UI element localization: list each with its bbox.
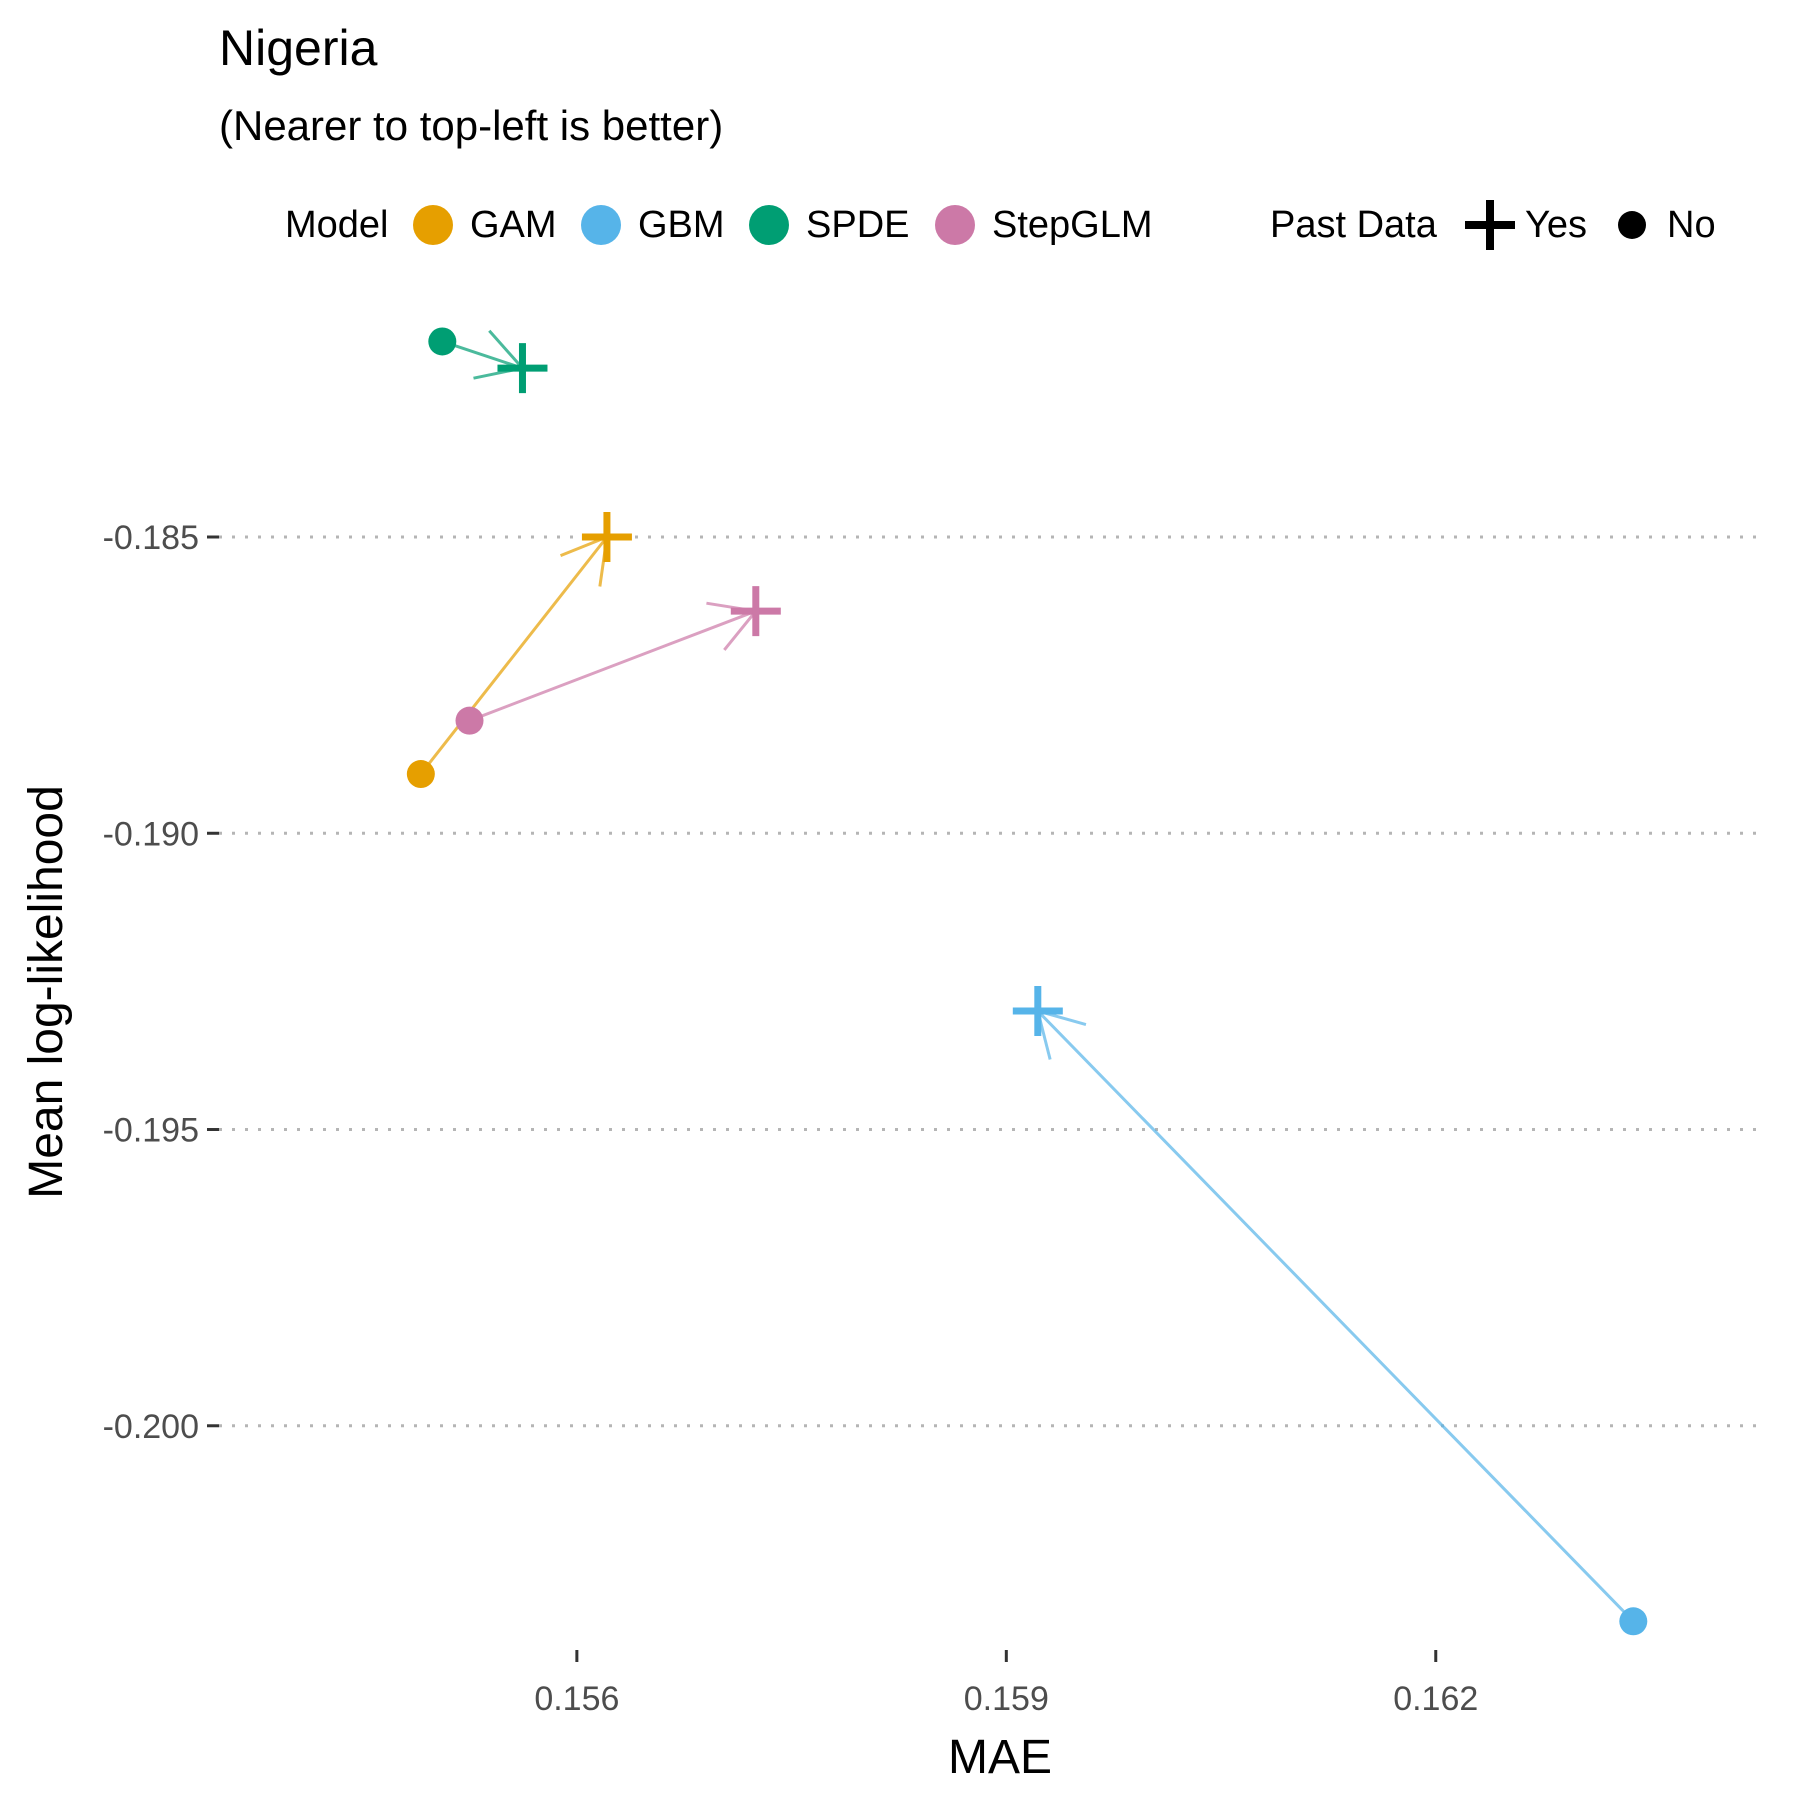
- legend-label-gbm: GBM: [638, 204, 725, 246]
- point-gbm-no-past-data: [1619, 1607, 1648, 1636]
- arrows: [419, 329, 1635, 1623]
- point-gam-past-data: [581, 512, 632, 563]
- legend-label-stepglm: StepGLM: [992, 204, 1153, 246]
- x-tick-label-0: 0.156: [534, 1680, 619, 1718]
- legend-swatch-no: [1618, 211, 1646, 239]
- legend-model-title: Model: [285, 204, 389, 246]
- arrow-stepglm: [468, 601, 757, 723]
- chart-subtitle: (Nearer to top-left is better): [219, 102, 723, 149]
- legend-swatch-gbm: [581, 205, 621, 245]
- legend-past-data-title: Past Data: [1270, 204, 1438, 246]
- gridlines: [219, 535, 1765, 1428]
- legend-swatch-spde: [749, 205, 789, 245]
- legend-label-spde: SPDE: [806, 204, 909, 246]
- points: [406, 327, 1648, 1636]
- point-gbm-past-data: [1012, 986, 1063, 1037]
- legend-label-yes: Yes: [1525, 204, 1587, 246]
- point-spde-no-past-data: [428, 327, 457, 356]
- legend: Model GAM GBM SPDE StepGLM Past Data Yes No: [285, 200, 1716, 250]
- y-tick-label-1: -0.190: [103, 815, 199, 853]
- point-gam-no-past-data: [406, 760, 435, 789]
- y-tick-label-0: -0.185: [103, 519, 199, 557]
- legend-label-gam: GAM: [470, 204, 557, 246]
- point-stepglm-no-past-data: [455, 706, 484, 735]
- chart-title: Nigeria: [219, 20, 378, 76]
- x-axis: 0.156 0.159 0.162: [534, 1650, 1478, 1718]
- x-tick-label-2: 0.162: [1393, 1680, 1478, 1718]
- y-axis: -0.185 -0.190 -0.195 -0.200: [103, 519, 219, 1446]
- legend-swatch-gam: [413, 205, 453, 245]
- arrow-gam: [419, 535, 609, 775]
- arrow-gbm: [1036, 1009, 1635, 1623]
- y-tick-label-3: -0.200: [103, 1408, 199, 1446]
- y-tick-label-2: -0.195: [103, 1112, 199, 1150]
- y-axis-label: Mean log-likelihood: [20, 785, 73, 1199]
- point-spde-past-data: [497, 343, 548, 394]
- x-tick-label-1: 0.159: [964, 1680, 1049, 1718]
- legend-swatch-yes: [1465, 200, 1515, 250]
- legend-label-no: No: [1667, 204, 1716, 246]
- x-axis-label: MAE: [948, 1731, 1052, 1784]
- point-stepglm-past-data: [730, 586, 781, 637]
- legend-swatch-stepglm: [935, 205, 975, 245]
